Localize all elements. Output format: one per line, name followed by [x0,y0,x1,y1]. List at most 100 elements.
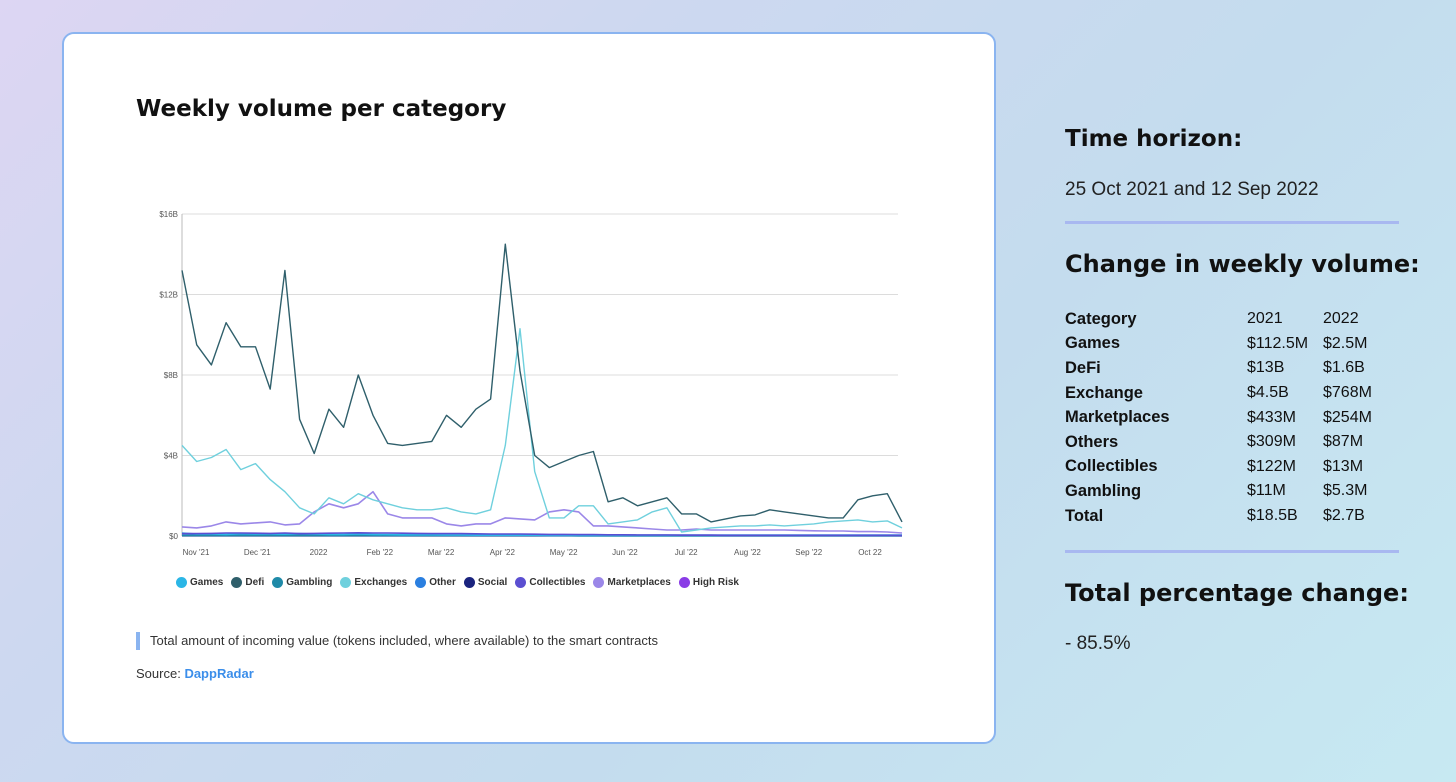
x-tick-label: Nov '21 [183,548,210,557]
table-cell-2022: $2.7B [1323,507,1365,525]
legend-item-marketplaces[interactable]: Marketplaces [593,577,671,588]
legend-label: Games [190,577,224,588]
legend-swatch [176,577,187,588]
table-cell-2021: $18.5B [1247,507,1298,525]
legend-item-games[interactable]: Games [176,577,223,588]
legend-swatch [415,577,427,588]
table-row: Collectibles $122M $13M [1065,455,1393,480]
time-horizon-title: Time horizon: [1065,126,1243,152]
weekly-volume-chart: $0 $4B $8B $12B $16B Nov '21 Dec '21 2022 Feb '2… [159,210,903,557]
change-title: Change in weekly volume: [1065,250,1420,278]
table-header-row: Category 2021 2022 [1065,307,1393,332]
table-cell-2021: $13B [1247,359,1285,377]
legend-item-defi[interactable]: Defi [231,577,264,588]
chart-card: Weekly volume per category $0 $4B $8B $12B $… [62,32,996,744]
source-label: Source: [136,666,181,681]
legend-swatch [340,577,352,588]
table-row: Gambling $11M $5.3M [1065,479,1393,504]
legend-swatch [593,577,605,588]
y-tick-label: $12B [159,291,178,300]
divider [1065,221,1399,224]
x-tick-label: Jul '22 [675,548,698,557]
legend-label: Exchanges [354,577,408,588]
legend-swatch [678,577,690,588]
table-cell-2021: 2021 [1247,310,1283,328]
table-row: Exchange $4.5B $768M [1065,381,1393,406]
table-cell-2022: 2022 [1323,310,1359,328]
legend-item-collectibles[interactable]: Collectibles [515,577,585,588]
y-tick-label: $0 [169,532,178,541]
table-cell-category: Exchange [1065,383,1143,402]
table-cell-2021: $11M [1247,482,1286,500]
table-cell-2022: $13M [1323,457,1364,475]
source-line: Source: DappRadar [136,666,254,681]
table-cell-2022: $2.5M [1323,334,1368,352]
table-cell-2021: $122M [1247,457,1296,475]
x-tick-label: Apr '22 [490,548,516,557]
series-line-defi [181,243,903,523]
total-change-value: - 85.5% [1065,633,1131,654]
x-tick-label: Sep '22 [795,548,822,557]
table-cell-2021: $4.5B [1247,384,1289,402]
y-tick-label: $16B [159,210,178,219]
x-tick-label: Oct 22 [858,548,882,557]
legend-swatch [272,577,284,588]
legend-label: Gambling [286,577,333,588]
table-cell-2022: $87M [1323,433,1364,451]
x-tick-label: Dec '21 [244,548,271,557]
volume-table: Category 2021 2022 Games $112.5M $2.5M DeFi $13… [1065,307,1393,528]
x-tick-label: Mar '22 [428,548,455,557]
x-tick-label: Feb '22 [367,548,394,557]
series-line-exchanges [181,328,903,533]
table-row: Games $112.5M $2.5M [1065,332,1393,357]
chart-legend: Games Defi Gambling Exchanges Other Social Col… [176,577,739,588]
y-tick-label: $4B [164,452,178,461]
table-row: DeFi $13B $1.6B [1065,356,1393,381]
legend-label: Defi [245,577,265,588]
table-cell-2021: $433M [1247,408,1296,426]
time-horizon-value: 25 Oct 2021 and 12 Sep 2022 [1065,179,1319,200]
legend-label: Social [477,577,508,588]
table-cell-category: Games [1065,334,1121,353]
source-link[interactable]: DappRadar [184,666,254,681]
table-cell-category: Others [1065,432,1119,451]
table-cell-category: Category [1065,309,1137,328]
x-tick-label: Aug '22 [734,548,761,557]
legend-label: Collectibles [529,577,586,588]
legend-label: Other [429,577,456,588]
chart-note: Total amount of incoming value (tokens i… [136,632,658,650]
series-line-marketplaces [181,490,903,534]
table-cell-category: Marketplaces [1065,408,1170,427]
legend-label: High Risk [692,577,739,588]
total-change-title: Total percentage change: [1065,579,1409,607]
y-tick-label: $8B [164,371,178,380]
table-cell-2022: $1.6B [1323,359,1365,377]
legend-swatch [463,577,475,588]
chart-title: Weekly volume per category [136,96,507,122]
legend-item-other[interactable]: Other [415,577,456,588]
legend-item-social[interactable]: Social [463,577,508,588]
table-cell-2021: $112.5M [1247,334,1309,352]
table-row: Others $309M $87M [1065,430,1393,455]
legend-item-high-risk[interactable]: High Risk [678,577,739,588]
legend-item-gambling[interactable]: Gambling [272,577,332,588]
series-line-collectibles [182,531,903,537]
x-tick-label: 2022 [310,548,328,557]
table-row: Total $18.5B $2.7B [1065,504,1393,529]
legend-swatch [515,577,527,588]
table-cell-category: DeFi [1065,358,1101,377]
table-row: Marketplaces $433M $254M [1065,405,1393,430]
x-tick-label: Jun '22 [612,548,638,557]
table-cell-category: Collectibles [1065,457,1158,476]
table-cell-2021: $309M [1247,433,1296,451]
table-cell-2022: $768M [1323,384,1372,402]
table-cell-category: Gambling [1065,481,1142,500]
legend-swatch [231,577,243,588]
table-cell-2022: $254M [1323,408,1372,426]
table-cell-2022: $5.3M [1323,482,1368,500]
divider [1065,550,1399,553]
legend-item-exchanges[interactable]: Exchanges [340,577,407,588]
legend-label: Marketplaces [607,577,671,588]
x-tick-label: May '22 [550,548,578,557]
table-cell-category: Total [1065,506,1104,525]
